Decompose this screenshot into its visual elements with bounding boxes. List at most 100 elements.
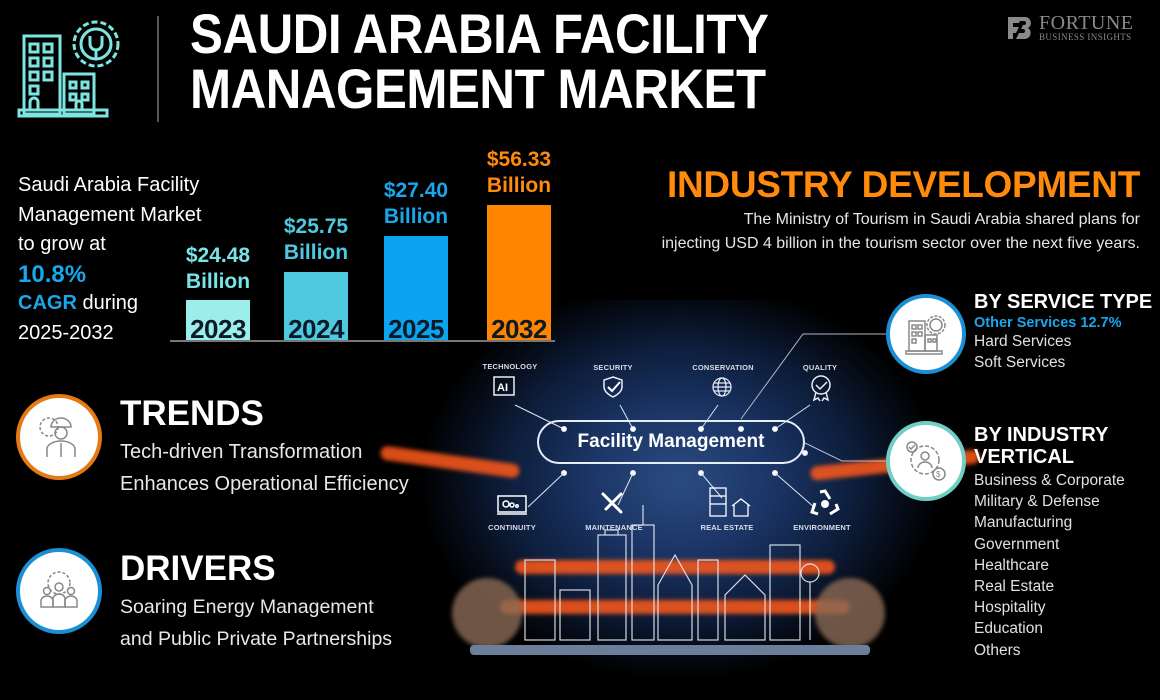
diagram-label-real-estate: REAL ESTATE: [700, 523, 754, 532]
trends-line-1: Tech-driven Transformation: [120, 441, 363, 463]
diagram-label-conservation: CONSERVATION: [692, 363, 754, 372]
vest-stripe: [515, 560, 835, 574]
service-type-section: BY SERVICE TYPE Other Services 12.7% Har…: [974, 291, 1152, 373]
industry-vertical-title-2: VERTICAL: [974, 446, 1074, 468]
industry-vertical-circle: $: [886, 421, 966, 501]
fortune-logo-icon: [1008, 17, 1031, 39]
list-item: Education: [974, 620, 1043, 638]
building-gear-icon: [905, 315, 946, 355]
ai-chip-icon: AI: [493, 376, 515, 396]
bar-year-label: 2023: [190, 314, 246, 344]
bar-year-label: 2024: [288, 314, 344, 344]
bar-2032: 2032: [487, 205, 551, 344]
cagr-label: CAGR: [18, 292, 77, 314]
cagr-line-1: Saudi Arabia Facility: [18, 174, 200, 196]
industry-vertical-section: BY INDUSTRY VERTICAL Business & Corporat…: [974, 424, 1125, 661]
drivers-line-2: and Public Private Partnerships: [120, 628, 393, 650]
cagr-during: during: [76, 292, 139, 314]
real-estate-icon: [709, 487, 751, 517]
drivers-circle: [16, 548, 102, 634]
bar-2024: 2024: [284, 272, 348, 344]
brand-subtitle: BUSINESS INSIGHTS: [1039, 32, 1132, 42]
cagr-line-3: to grow at: [18, 233, 106, 255]
list-item: Soft Services: [974, 354, 1066, 372]
service-type-circle: [886, 294, 966, 374]
industry-development-line-2: injecting USD 4 billion in the tourism s…: [661, 235, 1140, 252]
industry-vertical-list: Business & Corporate Military & Defense …: [974, 470, 1125, 661]
bar-year-label: 2025: [388, 314, 444, 344]
trends-line-2: Enhances Operational Efficiency: [120, 473, 409, 495]
bar-unit: Billion: [185, 270, 251, 293]
list-item: Hard Services: [974, 333, 1072, 350]
diagram-links: [514, 404, 816, 509]
trends-section: TRENDS Tech-driven Transformation Enhanc…: [120, 396, 409, 500]
list-item: Military & Defense: [974, 493, 1100, 511]
service-type-title: BY SERVICE TYPE: [974, 291, 1153, 313]
diagram-label-maintenance: MAINTENANCE: [585, 523, 643, 532]
bar-unit: Billion: [486, 174, 552, 197]
shield-check-icon: [603, 376, 623, 398]
trends-text: Tech-driven Transformation Enhances Oper…: [120, 436, 409, 500]
bar-year-label: 2032: [491, 314, 547, 344]
wrench-screwdriver-icon: [601, 492, 623, 514]
list-item: Business & Corporate: [974, 472, 1125, 489]
city-skyline-icon: [524, 505, 820, 641]
cagr-rate: 10.8%: [18, 260, 87, 288]
tablet: [470, 645, 870, 655]
bar-amount: $56.33: [486, 148, 552, 171]
list-item: Healthcare: [974, 556, 1049, 574]
title-line-2: MANAGEMENT MARKET: [190, 57, 766, 120]
engineer-gear-icon: [39, 417, 76, 457]
bar-value-2032: $56.33 Billion: [464, 147, 574, 199]
bar-amount: $27.40: [383, 179, 449, 202]
recycle-icon: [810, 489, 840, 516]
bar-unit: Billion: [283, 241, 349, 264]
bar-value-2024: $25.75 Billion: [261, 214, 371, 266]
cagr-period: 2025-2032: [18, 321, 114, 344]
list-item: Others: [974, 641, 1021, 659]
facility-management-label: Facility Management: [537, 420, 805, 464]
brand-name: FORTUNE: [1039, 12, 1134, 34]
svg-text:AI: AI: [497, 382, 508, 394]
bar-amount: $24.48: [185, 244, 251, 267]
industry-vertical-title-1: BY INDUSTRY: [974, 424, 1109, 446]
trends-title: TRENDS: [120, 394, 264, 433]
industry-development-text: The Ministry of Tourism in Saudi Arabia …: [662, 208, 1140, 256]
diagram-label-continuity: CONTINUITY: [488, 523, 536, 532]
drivers-title: DRIVERS: [120, 549, 276, 588]
continuity-icon: [497, 495, 527, 515]
brand-logo: FORTUNE BUSINESS INSIGHTS: [1006, 12, 1134, 42]
drivers-text: Soaring Energy Management and Public Pri…: [120, 591, 392, 655]
industry-development-line-1: The Ministry of Tourism in Saudi Arabia …: [743, 211, 1140, 228]
bar-unit: Billion: [383, 205, 449, 228]
list-item: Government: [974, 535, 1060, 553]
bar-value-2023: $24.48 Billion: [163, 243, 273, 295]
cagr-line-2: Management Market: [18, 203, 202, 226]
diagram-label-quality: QUALITY: [802, 363, 838, 372]
diagram-label-security: SECURITY: [593, 363, 633, 372]
hand-left: [452, 578, 522, 648]
hand-right: [815, 578, 885, 648]
bar-2023: 2023: [186, 300, 250, 344]
list-item: Real Estate: [974, 578, 1055, 596]
quality-badge-icon: [811, 375, 831, 402]
service-type-list: Hard Services Soft Services: [974, 331, 1152, 373]
service-type-highlight: Other Services 12.7%: [974, 315, 1122, 331]
globe-icon: [712, 377, 732, 397]
diagram-label-environment: ENVIRONMENT: [793, 523, 851, 532]
diagram-label-technology: TECHNOLOGY: [482, 362, 538, 371]
cagr-summary: Saudi Arabia Facility Management Market …: [18, 171, 201, 348]
bar-value-2025: $27.40 Billion: [361, 178, 471, 230]
chart-axis: [170, 340, 555, 342]
bar-amount: $25.75: [283, 215, 349, 238]
building-gear-icon: [17, 20, 120, 118]
list-item: Hospitality: [974, 599, 1046, 617]
industry-development-title: INDUSTRY DEVELOPMENT: [667, 164, 1140, 205]
title-line-1: SAUDI ARABIA FACILITY: [190, 2, 769, 65]
bar-2025: 2025: [384, 236, 448, 344]
trends-circle: [16, 394, 102, 480]
gear-person-dollar-icon: $: [906, 441, 946, 481]
vest-stripe: [500, 600, 850, 614]
page-title: SAUDI ARABIA FACILITY MANAGEMENT MARKET: [190, 2, 769, 120]
